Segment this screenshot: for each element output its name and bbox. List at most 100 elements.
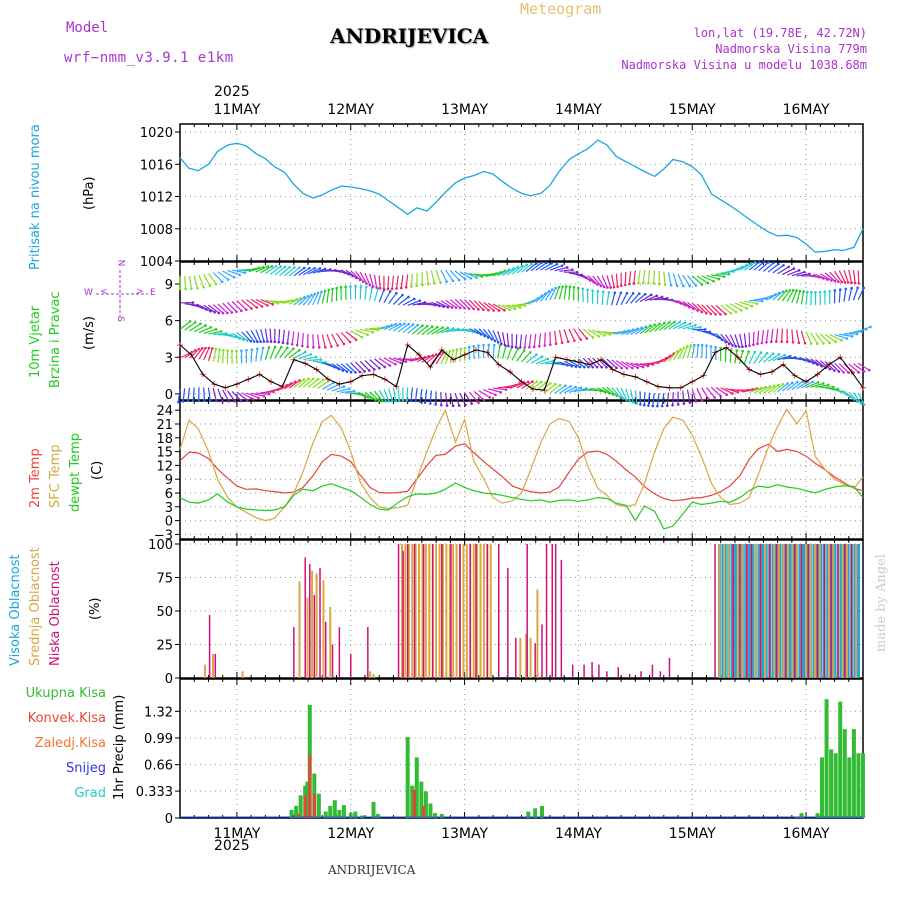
wind-arrow-head xyxy=(606,286,609,289)
wind-arrow-head xyxy=(355,338,358,341)
model-name: wrf−nmm_v3.9.1 e1km xyxy=(64,50,234,66)
wind-arrow-head xyxy=(773,385,776,388)
wind-arrow-head xyxy=(280,346,283,349)
wind-arrow-head xyxy=(644,293,647,296)
wind-arrow-head xyxy=(719,347,722,350)
wind-arrow xyxy=(392,276,393,289)
wind-arrow-head xyxy=(477,401,480,404)
temp-unit: (C) xyxy=(90,461,105,480)
wind-arrow-head xyxy=(353,390,356,393)
wind-arrow xyxy=(806,292,807,305)
wind-arrow-head xyxy=(452,280,455,283)
wind-arrow-head xyxy=(222,349,225,352)
wind-arrow-head xyxy=(256,340,259,343)
wind-arrow-head xyxy=(602,291,605,294)
wind-arrow-head xyxy=(707,398,710,401)
mid-cloud-bar xyxy=(456,544,458,678)
mid-cloud-bar xyxy=(480,544,482,678)
wind-arrow-head xyxy=(792,289,795,292)
wind-arrow xyxy=(507,333,508,346)
wind-arrow-head xyxy=(535,262,538,265)
mid-cloud-bar xyxy=(329,607,331,678)
wind-arrow-head xyxy=(577,287,580,290)
wind-arrow xyxy=(308,379,318,387)
wind-arrow-head xyxy=(786,341,789,344)
y-tick-label-cloud: 75 xyxy=(156,572,173,587)
low-cloud-bar xyxy=(309,564,311,678)
wind-arrow xyxy=(270,329,271,342)
wind-arrow-head xyxy=(187,399,190,402)
high-cloud-bar xyxy=(734,544,737,678)
wind-arrow xyxy=(797,330,799,343)
wind-arrow-head xyxy=(255,306,258,309)
wind-arrow-head xyxy=(177,401,180,404)
wind-arrow xyxy=(204,274,210,285)
wind-arrow-head xyxy=(863,403,866,406)
wind-arrow-head xyxy=(626,367,629,370)
day-label-bottom: 16MAY xyxy=(783,826,830,842)
wind-arrow xyxy=(384,291,390,302)
wind-arrow-head xyxy=(196,287,199,290)
low-cloud-bar xyxy=(640,671,642,678)
wind-arrow xyxy=(417,326,427,334)
wind-arrow xyxy=(653,393,655,406)
wind-arrow-head xyxy=(218,348,221,351)
wind-arrow-head xyxy=(213,311,216,314)
wind-arrow-head xyxy=(452,327,455,330)
mid-cloud-bar xyxy=(805,544,807,678)
wind-arrow-head xyxy=(718,278,721,281)
wind-arrow-head xyxy=(694,324,697,327)
wind-arrow xyxy=(256,349,257,362)
wind-arrow-head xyxy=(315,356,318,359)
mid-cloud-bar xyxy=(425,544,427,678)
wind-arrow xyxy=(854,288,858,300)
wind-arrow-head xyxy=(203,399,206,402)
wind-arrow-head xyxy=(431,325,434,328)
wind-arrow-head xyxy=(458,279,461,282)
wind-arrow-head xyxy=(860,402,863,405)
wind-arrow xyxy=(801,331,805,343)
wind-arrow xyxy=(256,393,269,394)
mid-cloud-bar xyxy=(418,544,420,678)
conv-precip-bar xyxy=(422,806,425,818)
wind-arrow-head xyxy=(373,368,376,371)
wind-arrow-head xyxy=(407,323,410,326)
wind-arrow xyxy=(569,329,574,341)
wind-arrow xyxy=(507,347,512,359)
wind-arrow-head xyxy=(519,306,522,309)
wind-arrow xyxy=(545,384,555,392)
wind-arrow-head xyxy=(262,347,265,350)
wind-arrow-head xyxy=(459,307,462,310)
wind-arrow xyxy=(529,334,531,347)
wind-arrow-head xyxy=(436,326,439,329)
low-cloud-bar xyxy=(314,595,316,678)
wind-arrow-head xyxy=(546,358,549,361)
wind-arrow-head xyxy=(564,384,567,387)
wind-arrow-head xyxy=(839,288,842,291)
low-cloud-bar xyxy=(526,544,528,678)
wind-arrow-head xyxy=(354,285,357,288)
legend-hail: Grad xyxy=(74,786,106,801)
wind-arrow-head xyxy=(523,349,526,352)
wind-arrow xyxy=(662,393,664,406)
wind-arrow-head xyxy=(819,291,822,294)
wind-arrow xyxy=(758,331,759,344)
y-tick-label-precip: 0.333 xyxy=(136,785,173,800)
wind-arrow xyxy=(407,387,408,400)
wind-arrow-head xyxy=(596,366,599,369)
wind-arrow-head xyxy=(668,321,671,324)
wind-arrow xyxy=(539,333,540,346)
wind-arrow xyxy=(667,393,668,406)
wind-arrow xyxy=(749,352,755,364)
wind-arrow-head xyxy=(654,323,657,326)
wind-arrow-head xyxy=(211,347,214,350)
wind-arrow-head xyxy=(416,324,419,327)
wind-arrow-head xyxy=(549,382,552,385)
wind-arrow-head xyxy=(832,386,835,389)
wind-arrow-head xyxy=(811,380,814,383)
total-precip-bar xyxy=(328,806,332,818)
wind-arrow xyxy=(275,267,285,275)
wind-arrow-head xyxy=(277,341,280,344)
wind-arrow-head xyxy=(737,391,740,394)
wind-arrow-head xyxy=(366,333,369,336)
